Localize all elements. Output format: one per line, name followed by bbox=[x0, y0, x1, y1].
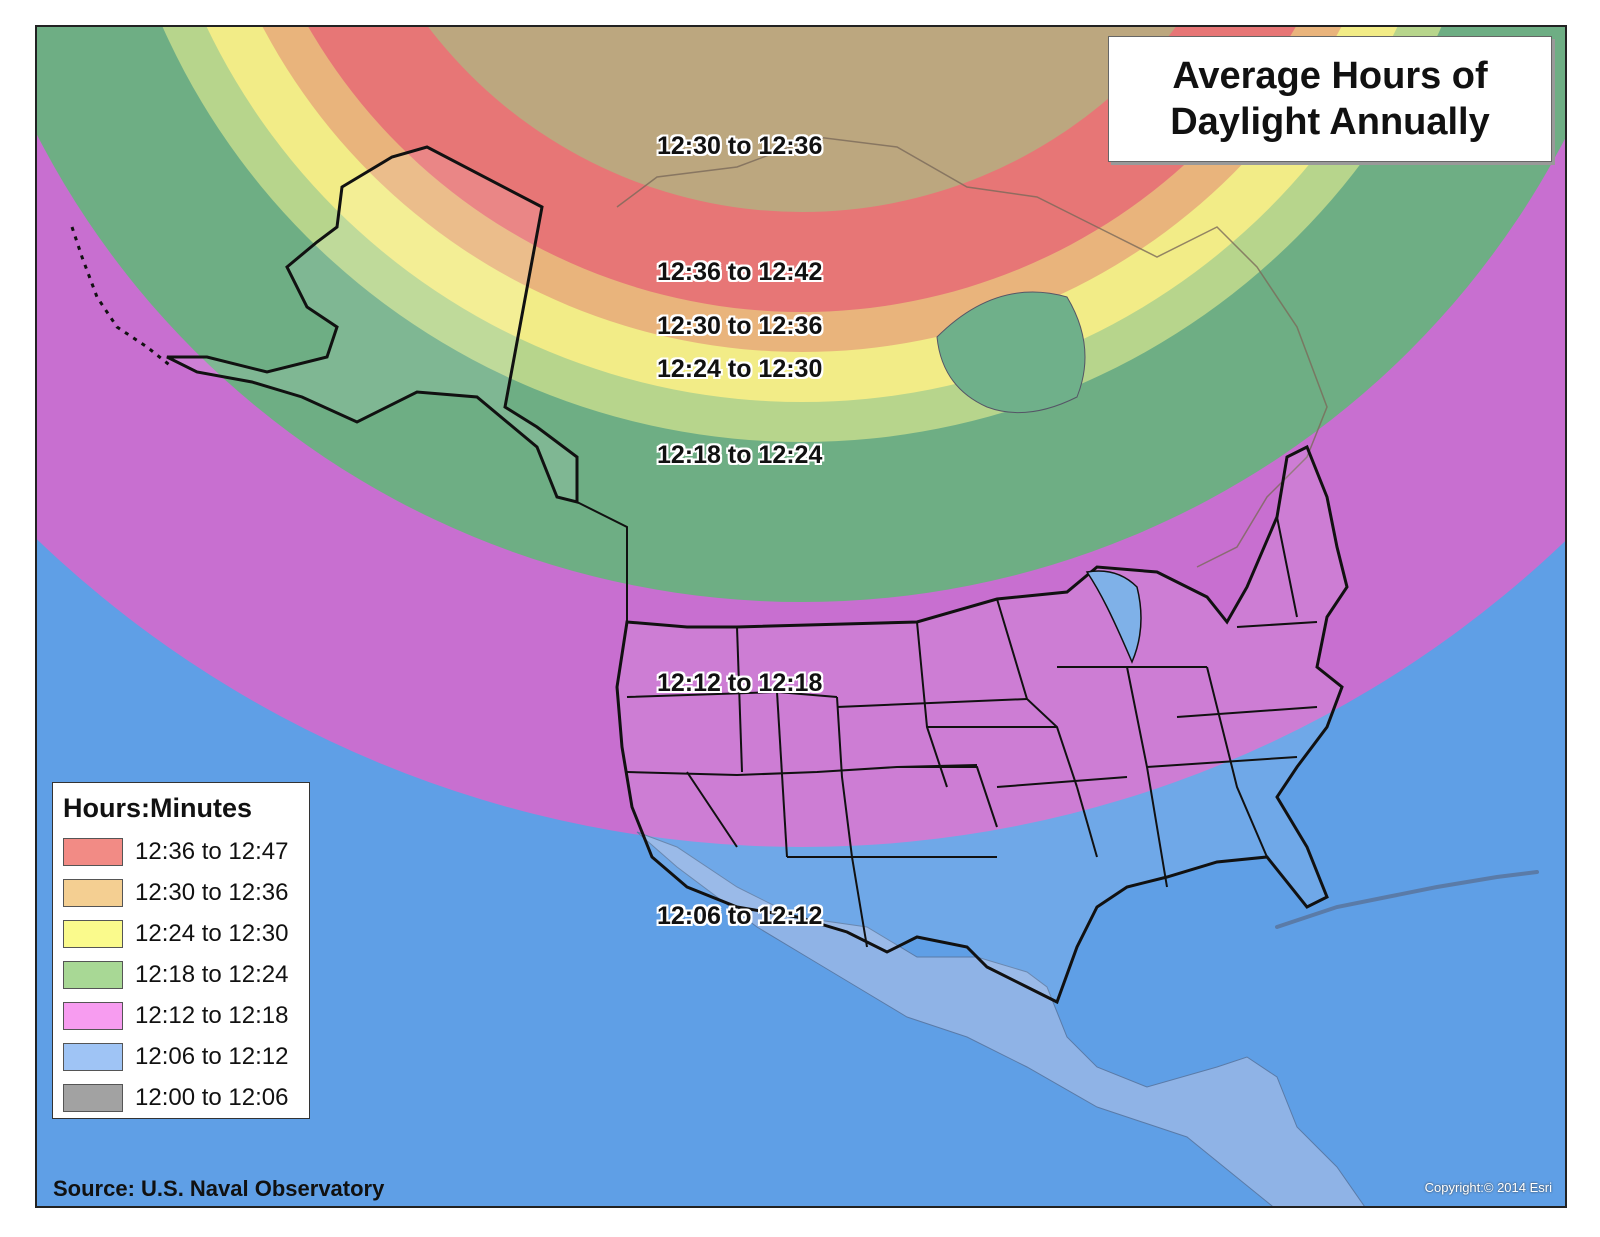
legend-item: 12:18 to 12:24 bbox=[63, 954, 299, 995]
zone-label: 12:36 to 12:42 bbox=[657, 258, 823, 286]
map-canvas[interactable] bbox=[37, 27, 1567, 1208]
state-borders bbox=[626, 516, 1318, 948]
legend-swatch bbox=[63, 1042, 123, 1071]
legend-label: 12:24 to 12:30 bbox=[135, 919, 289, 947]
canada-us-border-west bbox=[576, 501, 628, 622]
daylight-bands bbox=[37, 27, 1565, 847]
legend-label: 12:30 to 12:36 bbox=[135, 878, 289, 906]
source-credit: Source: U.S. Naval Observatory bbox=[53, 1176, 385, 1201]
zone-label: 12:12 to 12:18 bbox=[657, 669, 823, 697]
legend-title: Hours:Minutes bbox=[63, 793, 252, 823]
band-12-30-12-36-inner bbox=[428, 27, 1176, 212]
legend-label: 12:00 to 12:06 bbox=[135, 1083, 289, 1111]
legend-swatch bbox=[63, 919, 123, 948]
caribbean-islands bbox=[1275, 870, 1539, 929]
legend-label: 12:36 to 12:47 bbox=[135, 837, 289, 865]
map-frame[interactable]: 12:30 to 12:36 12:36 to 12:42 12:30 to 1… bbox=[35, 25, 1567, 1208]
great-lakes bbox=[1085, 570, 1142, 664]
legend-swatch bbox=[63, 1001, 123, 1030]
legend-swatch bbox=[63, 960, 123, 989]
legend-item: 12:30 to 12:36 bbox=[63, 872, 299, 913]
legend-swatch bbox=[63, 837, 123, 866]
mexico-landmass bbox=[636, 831, 1365, 1206]
legend-item: 12:24 to 12:30 bbox=[63, 913, 299, 954]
legend-label: 12:18 to 12:24 bbox=[135, 960, 289, 988]
zone-label: 12:30 to 12:36 bbox=[657, 132, 823, 160]
hudson-bay bbox=[936, 291, 1086, 414]
legend-item: 12:00 to 12:06 bbox=[63, 1077, 299, 1118]
usa-landmass bbox=[615, 444, 1349, 1005]
legend: Hours:Minutes 12:36 to 12:47 12:30 to 12… bbox=[52, 782, 310, 1119]
legend-swatch bbox=[63, 1083, 123, 1112]
zone-label: 12:18 to 12:24 bbox=[657, 441, 823, 469]
aleutian-islands bbox=[70, 226, 173, 369]
canada-coast bbox=[616, 136, 1328, 568]
legend-item: 12:36 to 12:47 bbox=[63, 831, 299, 872]
zone-label: 12:06 to 12:12 bbox=[657, 902, 823, 930]
copyright-notice: Copyright:© 2014 Esri bbox=[1424, 1180, 1552, 1195]
alaska-landmass bbox=[166, 145, 579, 504]
legend-swatch bbox=[63, 878, 123, 907]
legend-item: 12:12 to 12:18 bbox=[63, 995, 299, 1036]
legend-label: 12:12 to 12:18 bbox=[135, 1001, 289, 1029]
map-title: Average Hours of Daylight Annually bbox=[1108, 36, 1552, 162]
legend-item: 12:06 to 12:12 bbox=[63, 1036, 299, 1077]
zone-label: 12:30 to 12:36 bbox=[657, 312, 823, 340]
legend-label: 12:06 to 12:12 bbox=[135, 1042, 289, 1070]
map-title-line-1: Average Hours of bbox=[1172, 55, 1488, 97]
map-title-line-2: Daylight Annually bbox=[1170, 101, 1490, 143]
zone-label: 12:24 to 12:30 bbox=[657, 355, 823, 383]
